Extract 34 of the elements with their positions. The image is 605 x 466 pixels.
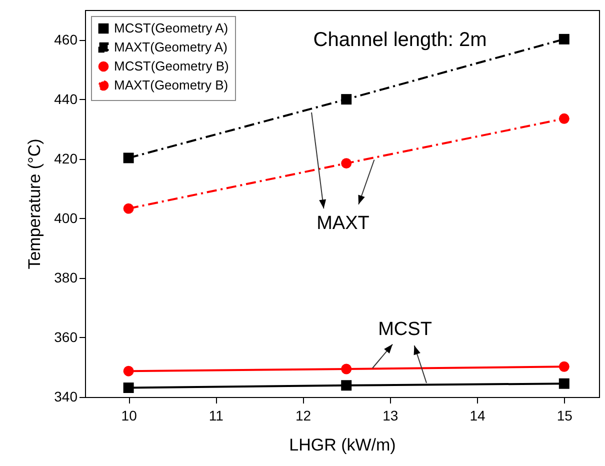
x-tick-label: 10: [121, 408, 138, 424]
point: [123, 203, 134, 214]
legend-label: MAXT(Geometry B): [114, 78, 228, 92]
y-tick-label: 400: [54, 210, 78, 226]
x-axis-title: LHGR (kW/m): [289, 436, 396, 454]
y-tick-label: 420: [54, 150, 78, 166]
point: [123, 382, 134, 394]
point: [558, 113, 570, 124]
legend-label: MCST(Geometry B): [114, 58, 229, 74]
x-tick-label: 15: [556, 408, 573, 424]
legend-label: MCST(Geometry A): [114, 20, 228, 36]
point: [123, 152, 134, 164]
y-tick-label: 360: [54, 328, 78, 345]
y-axis-title: Temperature (°C): [25, 138, 44, 270]
point: [123, 366, 134, 376]
annotation: Channel length: 2m: [313, 29, 487, 51]
y-tick-label: 440: [54, 90, 78, 107]
x-tick-label: 11: [208, 408, 224, 424]
x-tick-label: 12: [296, 408, 312, 424]
y-tick-label: 380: [54, 269, 78, 286]
point: [558, 378, 570, 389]
point: [558, 361, 570, 372]
legend-label: MAXT(Geometry A): [114, 40, 228, 54]
x-tick-label: 13: [382, 408, 398, 424]
point: [341, 364, 352, 374]
annotation: MAXT: [316, 213, 370, 234]
point: [558, 34, 570, 44]
point: [341, 158, 352, 169]
y-tick-label: 340: [54, 388, 78, 404]
point: [341, 94, 352, 105]
annotation: MCST: [378, 319, 432, 340]
point: [341, 380, 352, 391]
y-tick-label: 460: [54, 31, 78, 48]
x-tick-label: 14: [470, 408, 486, 424]
